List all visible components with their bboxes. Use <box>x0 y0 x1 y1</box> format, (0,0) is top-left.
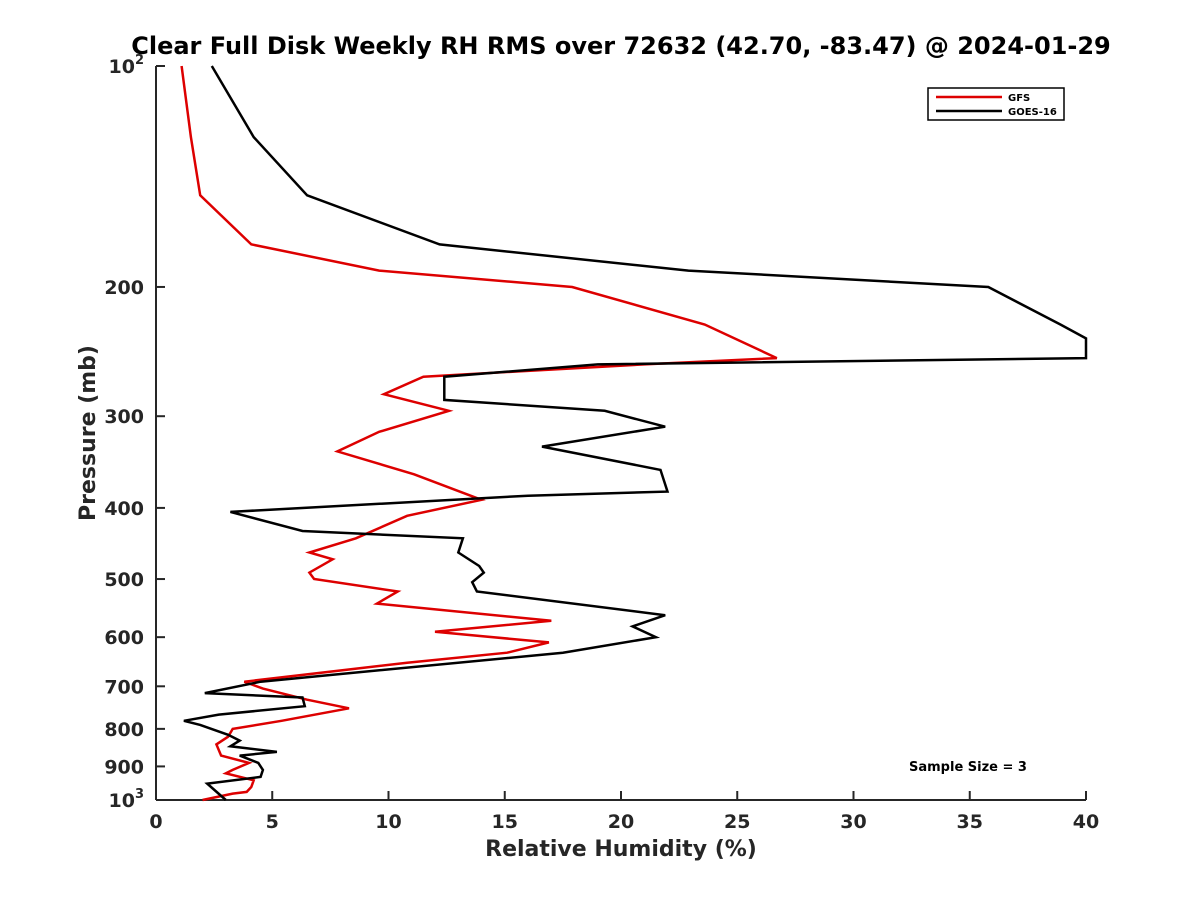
series-line-goes-16 <box>183 65 1088 801</box>
x-tick-label: 5 <box>266 811 279 833</box>
y-tick-label: 800 <box>104 719 144 741</box>
y-axis-label: Pressure (mb) <box>76 345 101 521</box>
chart-title: Clear Full Disk Weekly RH RMS over 72632… <box>131 32 1111 60</box>
x-tick-label: 20 <box>608 811 634 833</box>
x-axis-ticks: 0 5 10 15 20 25 30 35 40 <box>149 791 1099 833</box>
series-line-gfs <box>180 65 778 802</box>
series-lines <box>180 65 1088 802</box>
y-tick-label: 103 <box>109 787 145 812</box>
y-axis-ticks: 102 200 300 400 500 600 700 800 900 103 <box>104 53 165 812</box>
y-tick-label: 600 <box>104 627 144 649</box>
x-tick-label: 10 <box>375 811 401 833</box>
y-tick-label: 200 <box>104 277 144 299</box>
y-tick-label: 700 <box>104 676 144 698</box>
legend-box <box>927 87 1065 121</box>
x-tick-label: 25 <box>724 811 750 833</box>
y-tick-label: 102 <box>109 53 145 78</box>
y-tick-label: 400 <box>104 498 144 520</box>
y-tick-label: 300 <box>104 406 144 428</box>
legend-label: GFS <box>1008 93 1030 104</box>
legend-label: GOES-16 <box>1008 107 1057 118</box>
x-tick-label: 30 <box>840 811 866 833</box>
x-tick-label: 40 <box>1073 811 1099 833</box>
x-axis-label: Relative Humidity (%) <box>485 837 757 862</box>
x-tick-label: 0 <box>149 811 162 833</box>
y-tick-label: 500 <box>104 569 144 591</box>
x-tick-label: 35 <box>957 811 983 833</box>
legend: GFS GOES-16 <box>927 87 1065 121</box>
x-tick-label: 15 <box>492 811 518 833</box>
y-tick-label: 900 <box>104 756 144 778</box>
sample-size-annotation: Sample Size = 3 <box>909 760 1027 775</box>
